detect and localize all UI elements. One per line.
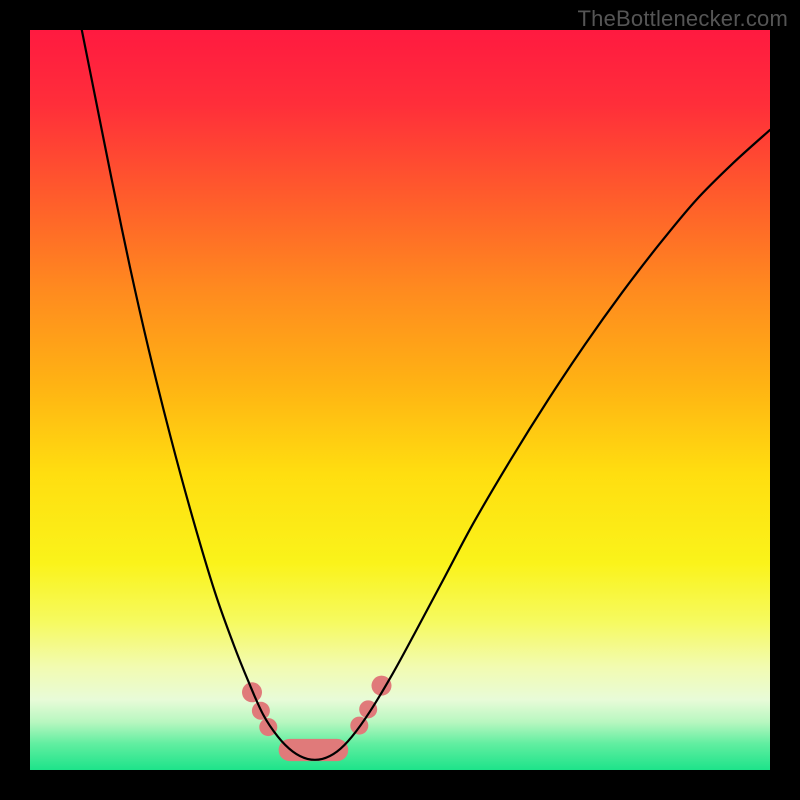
curve-overlay: [30, 30, 770, 770]
plot-area: [30, 30, 770, 770]
chart-frame: TheBottlenecker.com: [0, 0, 800, 800]
bottleneck-curve: [82, 30, 770, 760]
watermark-text: TheBottlenecker.com: [578, 6, 788, 32]
